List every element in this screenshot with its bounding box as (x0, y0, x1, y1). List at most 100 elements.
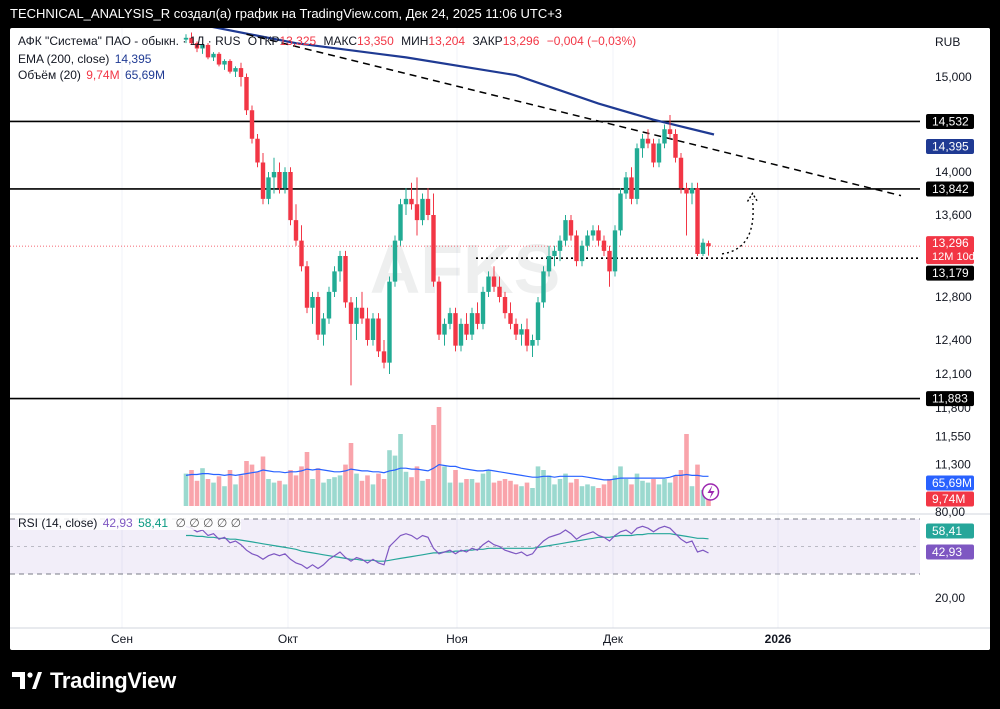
volume-bar (332, 477, 337, 506)
volume-bar (651, 479, 656, 506)
rsi-label: RSI (14, close) (18, 516, 98, 530)
candle-body (486, 276, 491, 292)
volume-bar (524, 482, 530, 506)
rsi-tick-label: 20,00 (935, 591, 965, 605)
candle-body (568, 220, 574, 236)
candle-body (563, 220, 568, 241)
candle-body (546, 256, 552, 272)
ema-label: EMA (200, close) (18, 52, 110, 66)
price-chart[interactable]: AFKS RUB 15,000 14,000 13,600 12,800 12,400 12,… (10, 28, 990, 650)
volume-bar (354, 473, 359, 506)
volume-bar (392, 455, 398, 506)
candle-body (194, 43, 200, 49)
y-tick-label: 14,000 (935, 165, 972, 179)
volume-legend[interactable]: Объём (20) 9,74M 65,69M (18, 68, 165, 82)
volume-bar (700, 489, 706, 506)
y-tick-label: 11,550 (935, 429, 971, 443)
volume-bar (574, 479, 579, 506)
currency-label: RUB (935, 35, 960, 49)
volume-label: Объём (20) (18, 68, 81, 82)
resistance-trendline (246, 33, 902, 197)
volume-bar (310, 479, 315, 506)
volume-bar (546, 475, 552, 506)
candle-body (216, 53, 222, 65)
rsi-ma-tag: 58,41 (932, 524, 962, 538)
y-tick-label: 12,100 (935, 367, 972, 381)
lightning-icon (707, 485, 715, 499)
volume-bar (233, 484, 238, 506)
volume-bar (695, 464, 700, 506)
candle-body (238, 68, 244, 77)
volume-bar (629, 484, 634, 506)
volume-bar (689, 486, 695, 506)
volume-bar (601, 484, 607, 506)
candle-body (359, 307, 365, 319)
volume-bar (425, 479, 431, 506)
volume-bar (194, 480, 200, 506)
volume-bar (420, 480, 425, 506)
volume-bar (409, 477, 414, 506)
volume-bar (706, 497, 711, 506)
candle-body (343, 256, 348, 303)
candle-body (612, 230, 618, 272)
support-price-tag: 13,179 (932, 266, 969, 280)
rsi-ma-line (186, 533, 709, 562)
candle-body (244, 77, 249, 111)
candle-body (183, 37, 189, 40)
change-value: −0,004 (−0,03%) (546, 34, 637, 48)
volume-tag-bg (926, 491, 974, 507)
symbol-name[interactable]: АФК "Система" ПАО - обыкн. · 1Д · RUS (18, 34, 241, 48)
volume-ma-line (185, 463, 709, 481)
volume-bar (541, 470, 546, 506)
volume-bar (612, 475, 618, 506)
level-price-tag: 11,883 (932, 392, 968, 406)
last-price-tag-bg (926, 236, 974, 265)
chart-panel[interactable]: AFKS RUB 15,000 14,000 13,600 12,800 12,400 12,… (10, 28, 990, 650)
candle-body (260, 162, 266, 199)
ema-legend[interactable]: EMA (200, close) 14,395 (18, 52, 151, 66)
level-price-tag-bg (926, 113, 974, 129)
x-tick-label: Ноя (446, 632, 468, 646)
candle-body (502, 297, 508, 314)
volume-bar (255, 471, 260, 506)
candle-body (233, 68, 238, 72)
candle-body (590, 230, 596, 236)
candle-body (222, 60, 227, 65)
rsi-legend[interactable]: RSI (14, close) 42,93 58,41 ∅ ∅ ∅ ∅ ∅ (18, 516, 242, 530)
volume-bar (640, 480, 645, 506)
projection-arrow (721, 199, 754, 255)
volume-bar (282, 484, 288, 506)
volume-bar (321, 482, 326, 506)
candle-body (211, 53, 216, 58)
candle-body (420, 198, 425, 221)
volume-bar (348, 443, 354, 506)
level-price-tag-bg (926, 181, 974, 197)
candle-body (524, 329, 530, 346)
symbol-watermark: AFKS (370, 230, 561, 308)
high-value: 13,350 (357, 34, 394, 48)
volume-bar (381, 479, 387, 506)
volume-bar (431, 425, 436, 506)
candle-body (354, 307, 359, 324)
volume-bar (343, 464, 348, 506)
volume-bar (596, 488, 601, 506)
candle-body (414, 204, 420, 221)
volume-bar (667, 482, 673, 506)
candle-body (629, 177, 634, 199)
candle-body (304, 266, 310, 308)
candle-body (365, 318, 370, 340)
y-tick-label: 13,600 (935, 208, 972, 222)
candle-body (508, 313, 513, 324)
candle-body (277, 172, 282, 189)
volume-bar (453, 470, 458, 506)
chart-attribution-header: TECHNICAL_ANALYSIS_R создал(а) график на… (0, 0, 1000, 28)
volume-bar (656, 484, 662, 506)
candle-body (282, 172, 288, 189)
candle-body (200, 44, 205, 49)
volume-bar (238, 475, 244, 506)
volume-bar (563, 473, 568, 506)
candle-body (673, 134, 678, 158)
x-tick-label: Окт (278, 632, 299, 646)
candle-body (436, 281, 442, 335)
candle-body (480, 291, 486, 324)
